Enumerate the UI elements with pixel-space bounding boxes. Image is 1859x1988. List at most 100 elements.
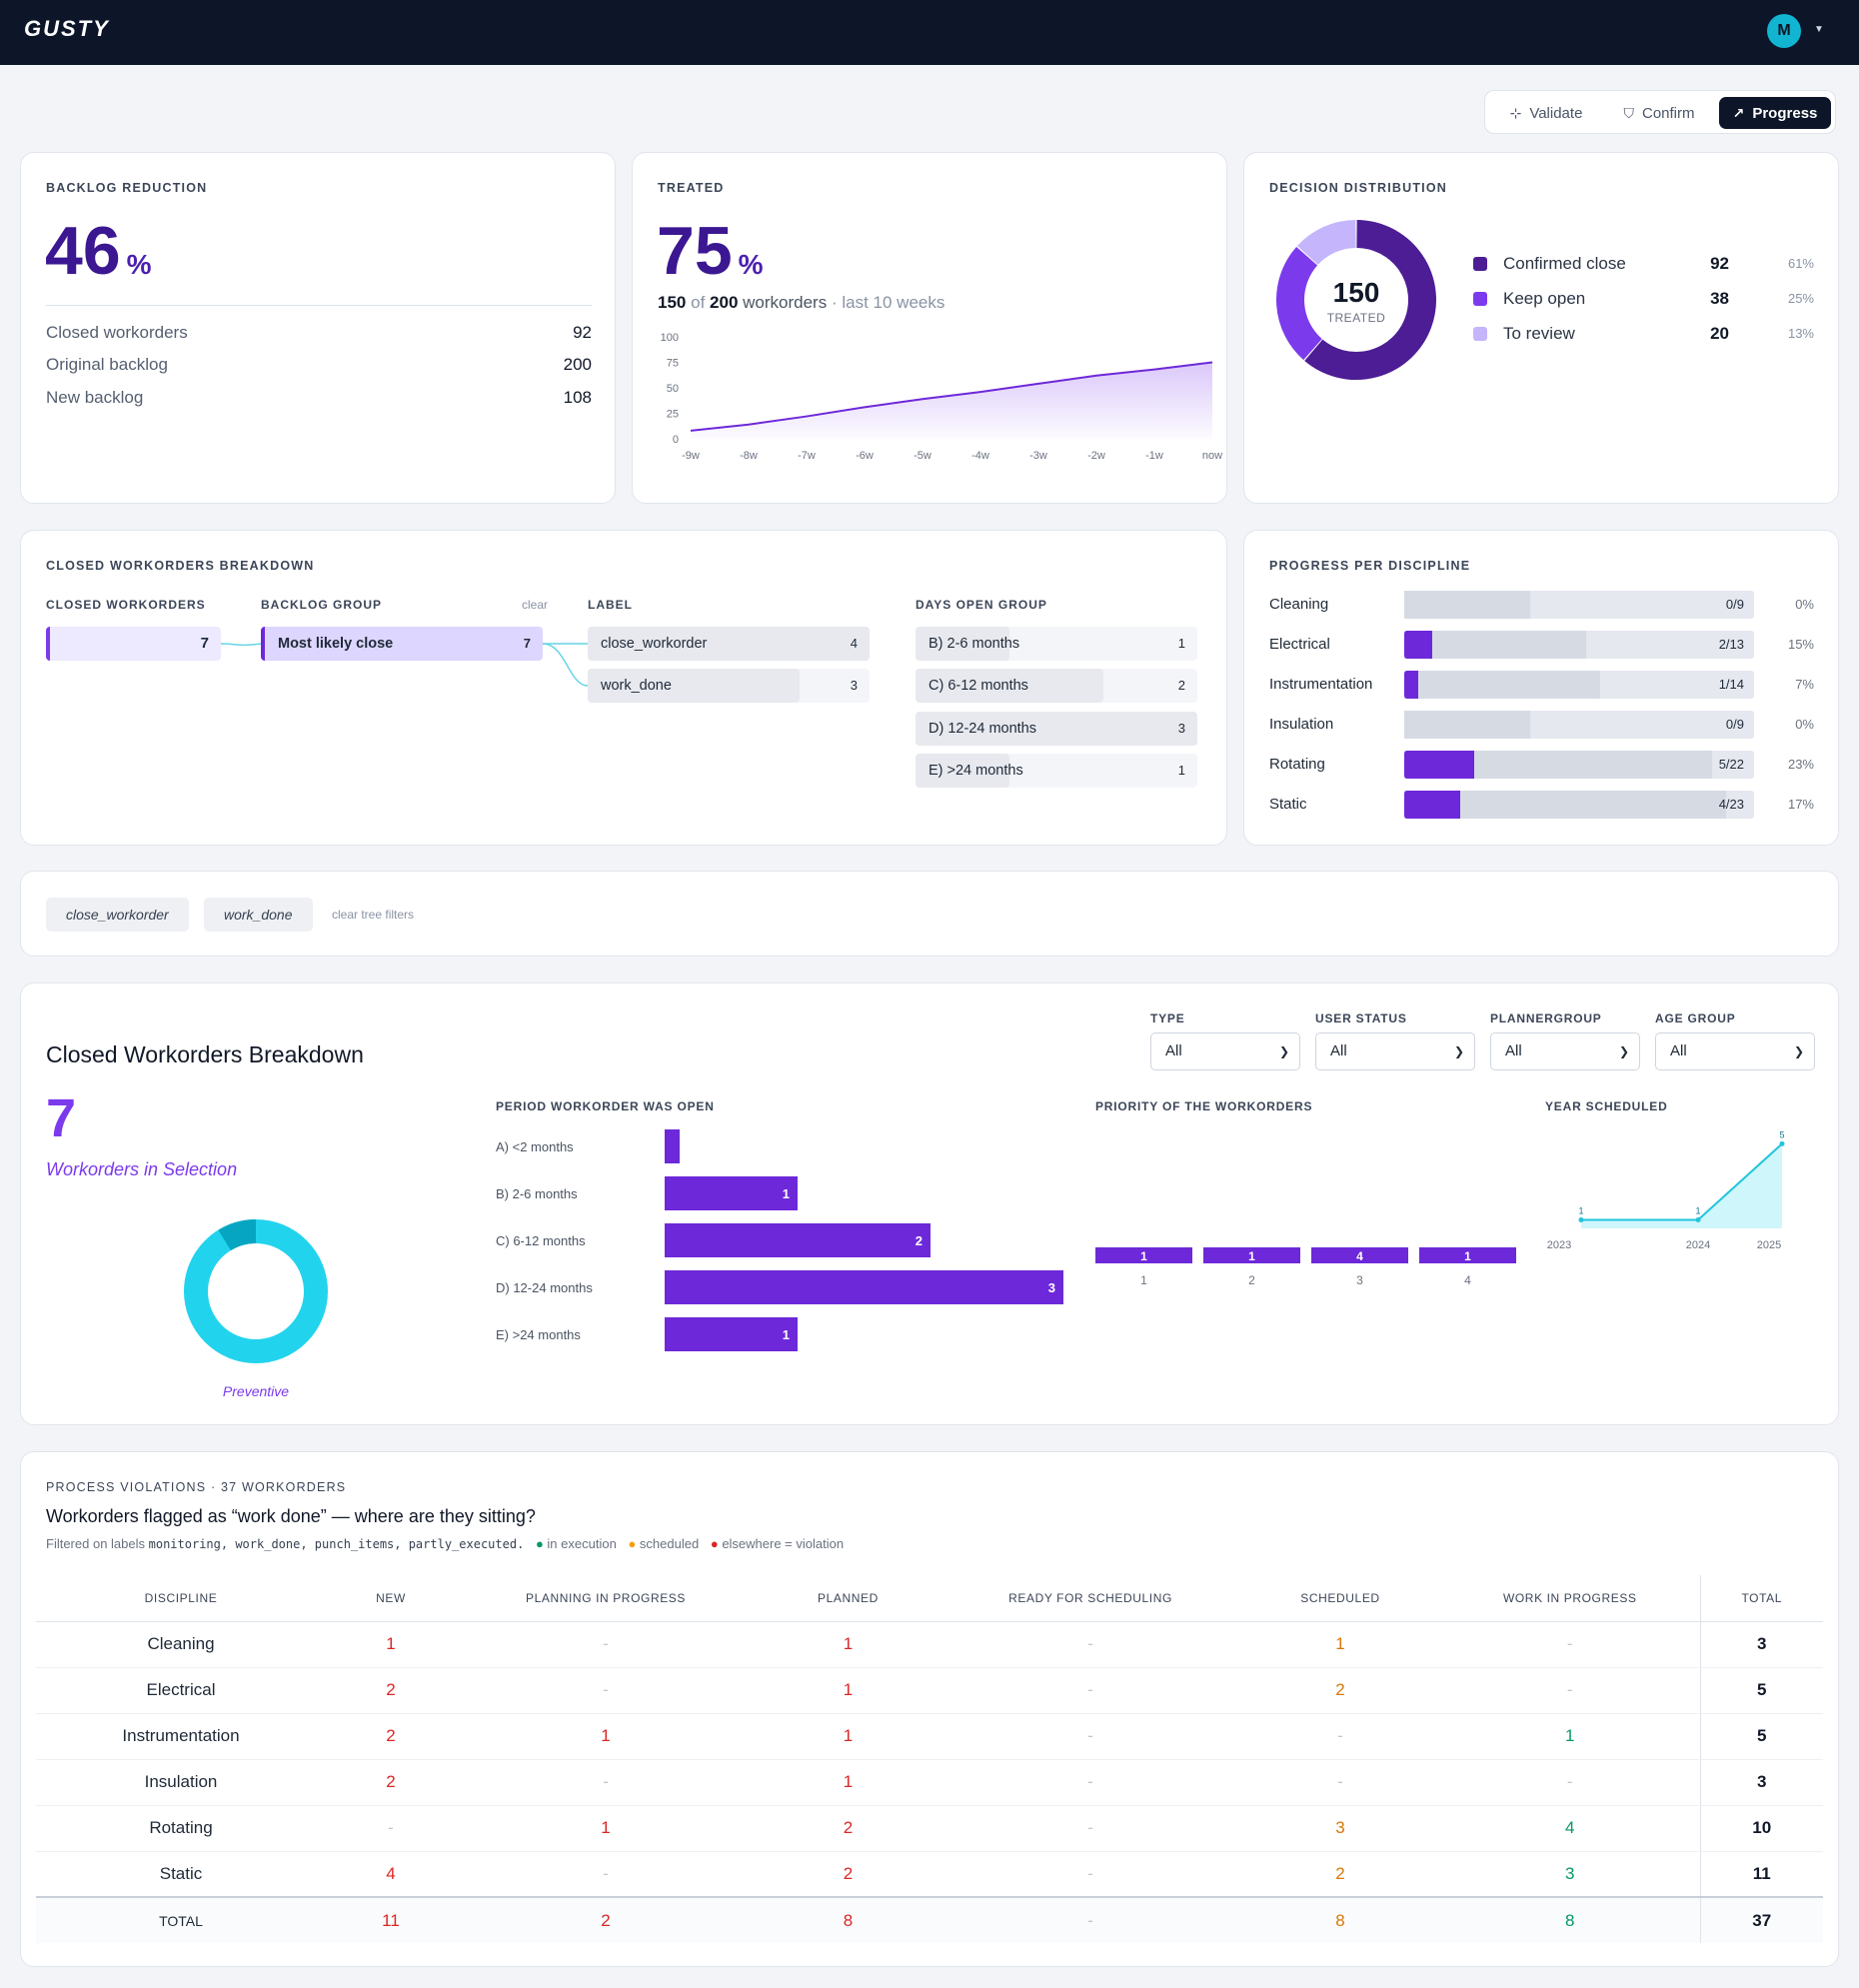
cell-planned: 2	[756, 1851, 940, 1898]
treated-percent: 75%	[657, 213, 764, 289]
x-tick-label: 2023	[1547, 1239, 1571, 1251]
days-node[interactable]: D) 12-24 months 3	[916, 712, 1197, 746]
days-node[interactable]: C) 6-12 months 2	[916, 669, 1197, 703]
priority-bar[interactable]	[1419, 1247, 1516, 1263]
user-status-select[interactable]: All ❯	[1315, 1032, 1475, 1070]
column-header: READY FOR SCHEDULING	[940, 1575, 1240, 1622]
legend-label: To review	[1503, 324, 1575, 343]
card-title: TREATED	[658, 181, 725, 195]
days-node[interactable]: B) 2-6 months 1	[916, 627, 1197, 661]
discipline-count: 5/22	[1718, 757, 1744, 772]
treated-area-chart: 100 75 50 25 0-9w -8w -7w -6w -5w -4w -3w -2w -1w now	[661, 332, 1222, 462]
category-label: D) 12-24 months	[496, 1280, 593, 1295]
backlog-group-node[interactable]: Most likely close 7	[261, 627, 543, 661]
chevron-down-icon: ❯	[1453, 1044, 1464, 1058]
legend-count: 92	[1710, 254, 1729, 273]
type-select[interactable]: All ❯	[1150, 1032, 1300, 1070]
shield-icon: ⛉	[1623, 105, 1634, 121]
validate-button[interactable]: ⊹ Validate	[1493, 97, 1599, 129]
cell-planning: -	[456, 1621, 756, 1668]
legend-label: Confirmed close	[1503, 254, 1626, 273]
category-label: A) <2 months	[496, 1139, 574, 1154]
period-bar[interactable]	[665, 1223, 930, 1257]
clear-tree-filters-link[interactable]: clear tree filters	[332, 908, 415, 922]
table-row: Insulation 2-1- - -3	[36, 1759, 1823, 1806]
plannergroup-select[interactable]: All ❯	[1490, 1032, 1640, 1070]
age-group-select[interactable]: All ❯	[1655, 1032, 1815, 1070]
x-tick-label: -7w	[798, 450, 816, 462]
series-area	[1581, 1143, 1782, 1228]
progress-per-discipline-card: PROGRESS PER DISCIPLINE Cleaning 0/9 0% Ele…	[1243, 530, 1839, 846]
label-node[interactable]: work_done 3	[588, 669, 870, 703]
cell-ready: -	[940, 1713, 1240, 1760]
cell-planning: 1	[456, 1713, 756, 1760]
table-row: Rotating -1 2-3 4 10	[36, 1805, 1823, 1852]
col-label-label: LABEL	[588, 598, 633, 612]
x-tick-label: -1w	[1145, 450, 1163, 462]
progress-button[interactable]: ↗ Progress	[1719, 97, 1831, 129]
cell-planning: -	[456, 1759, 756, 1806]
cell-wip: 4	[1440, 1805, 1700, 1852]
discipline-target-bar	[1404, 671, 1600, 699]
cell-planned: 1	[756, 1667, 940, 1714]
period-bar[interactable]	[665, 1176, 798, 1210]
legend-count: 20	[1710, 324, 1729, 343]
cell-planned: 2	[756, 1805, 940, 1852]
cell-wip: -	[1440, 1667, 1700, 1714]
cell-new: 11	[326, 1896, 456, 1943]
year-area-chart: 1 1 5 2023 2024 2025	[1547, 1129, 1785, 1251]
cell-total: 5	[1699, 1713, 1823, 1760]
priority-bar[interactable]	[1203, 1247, 1300, 1263]
period-bar[interactable]	[665, 1317, 798, 1351]
x-tick-label: now	[1202, 450, 1222, 462]
column-header: NEW	[326, 1575, 456, 1622]
label-node[interactable]: close_workorder 4	[588, 627, 870, 661]
type-donut-chart	[184, 1219, 328, 1363]
cell-ready: -	[940, 1759, 1240, 1806]
card-title: BACKLOG REDUCTION	[46, 181, 208, 195]
x-tick-label: 2	[1248, 1273, 1255, 1287]
filter-chip[interactable]: work_done	[204, 898, 313, 932]
chevron-down-icon[interactable]: ▼	[1814, 24, 1824, 35]
clear-link[interactable]: clear	[522, 598, 549, 612]
donut-slice	[1296, 220, 1357, 266]
x-tick-label: 1	[1140, 1273, 1147, 1287]
confirm-button[interactable]: ⛉ Confirm	[1603, 97, 1715, 129]
discipline-name: Rotating	[1269, 756, 1325, 773]
cell-planning: 1	[456, 1805, 756, 1852]
cell-planned: 1	[756, 1713, 940, 1760]
period-bar[interactable]	[665, 1129, 680, 1163]
discipline-count: 2/13	[1718, 637, 1744, 652]
priority-bar[interactable]	[1311, 1247, 1408, 1263]
cell-planned: 8	[756, 1896, 940, 1943]
cell-discipline: Insulation	[36, 1759, 326, 1806]
discipline-percent: 17%	[1787, 797, 1814, 812]
cell-total: 37	[1699, 1896, 1823, 1943]
cell-ready: -	[940, 1621, 1240, 1668]
cell-scheduled: -	[1240, 1759, 1440, 1806]
donut-slice	[1276, 246, 1323, 361]
discipline-count: 0/9	[1725, 717, 1744, 732]
days-node[interactable]: E) >24 months 1	[916, 754, 1197, 788]
discipline-name: Instrumentation	[1269, 676, 1373, 693]
legend-percent: 25%	[1787, 291, 1814, 306]
priority-bar[interactable]	[1095, 1247, 1192, 1263]
donut-slice	[1304, 220, 1436, 380]
gusty-logo[interactable]: GUSTY	[24, 16, 110, 41]
avatar[interactable]: M	[1767, 14, 1801, 48]
cell-new: 2	[326, 1759, 456, 1806]
period-bar[interactable]	[665, 1270, 1063, 1304]
priority-chart-title: PRIORITY OF THE WORKORDERS	[1095, 1099, 1313, 1113]
legend-swatch	[1473, 327, 1487, 341]
cwb-title: Closed Workorders Breakdown	[46, 1041, 364, 1067]
cell-new: 4	[326, 1851, 456, 1898]
closed-workorders-node[interactable]: 7	[46, 627, 221, 661]
cell-total: 3	[1699, 1759, 1823, 1806]
decision-distribution-card: DECISION DISTRIBUTION 150 TREATED Confir…	[1243, 152, 1839, 504]
donut-slice-highlight	[218, 1219, 257, 1251]
violations-filter-note: Filtered on labels monitoring, work_done…	[46, 1536, 845, 1551]
discipline-progress-fill	[1404, 751, 1474, 779]
table-row: Cleaning 1-1-1-3	[36, 1621, 1823, 1668]
filter-chip[interactable]: close_workorder	[46, 898, 189, 932]
x-tick-label: -3w	[1029, 450, 1047, 462]
